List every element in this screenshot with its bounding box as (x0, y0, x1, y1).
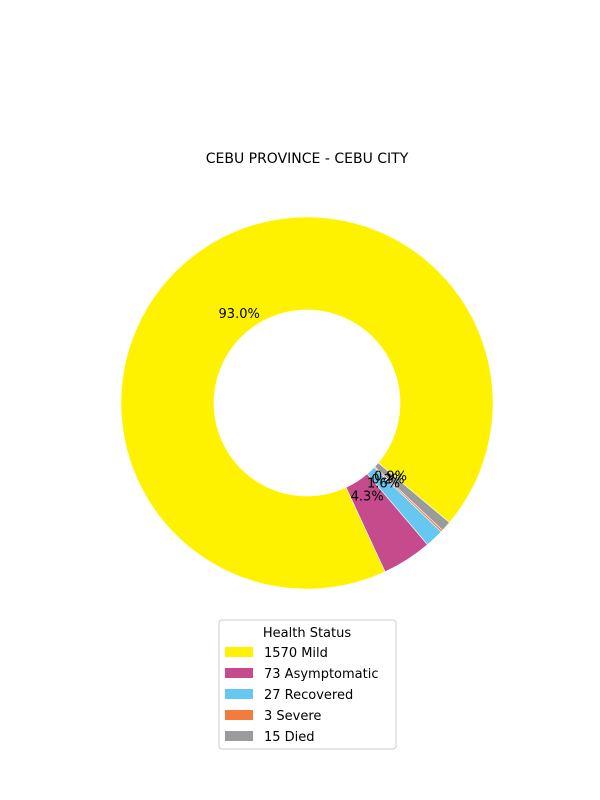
legend-label-severe: 3 Severe (264, 709, 321, 724)
legend-items: 1570 Mild 73 Asymptomatic 27 Recovered 3 Se… (225, 646, 379, 745)
legend-swatch-severe (225, 710, 253, 720)
legend-box (218, 619, 397, 750)
percent-label-recovered: 1.6% (367, 477, 400, 492)
legend-label-died: 15 Died (264, 730, 315, 745)
legend-swatch-died (225, 731, 253, 741)
legend-swatch-asymptomatic (225, 668, 253, 678)
percent-label-asymptomatic: 4.3% (351, 489, 384, 504)
legend-label-mild: 1570 Mild (264, 646, 328, 661)
chart-title: CEBU PROVINCE - CEBU CITY (206, 151, 409, 167)
legend: Health Status 1570 Mild 73 Asymptomatic 27… (218, 619, 397, 750)
slice-died (374, 462, 450, 531)
legend-label-recovered: 27 Recovered (264, 688, 353, 703)
percent-label-severe: 0.2% (371, 472, 404, 487)
slice-mild (120, 216, 494, 590)
percent-label-mild: 93.0% (219, 307, 260, 322)
legend-swatch-recovered (225, 689, 253, 699)
legend-swatch-mild (225, 647, 253, 657)
percent-labels: 93.0% 4.3%1.6%0.2%0.9% (219, 307, 407, 505)
legend-title: Health Status (263, 626, 351, 641)
percent-label-died: 0.9% (374, 470, 407, 485)
donut-slices (120, 216, 494, 590)
legend-label-asymptomatic: 73 Asymptomatic (264, 667, 379, 682)
